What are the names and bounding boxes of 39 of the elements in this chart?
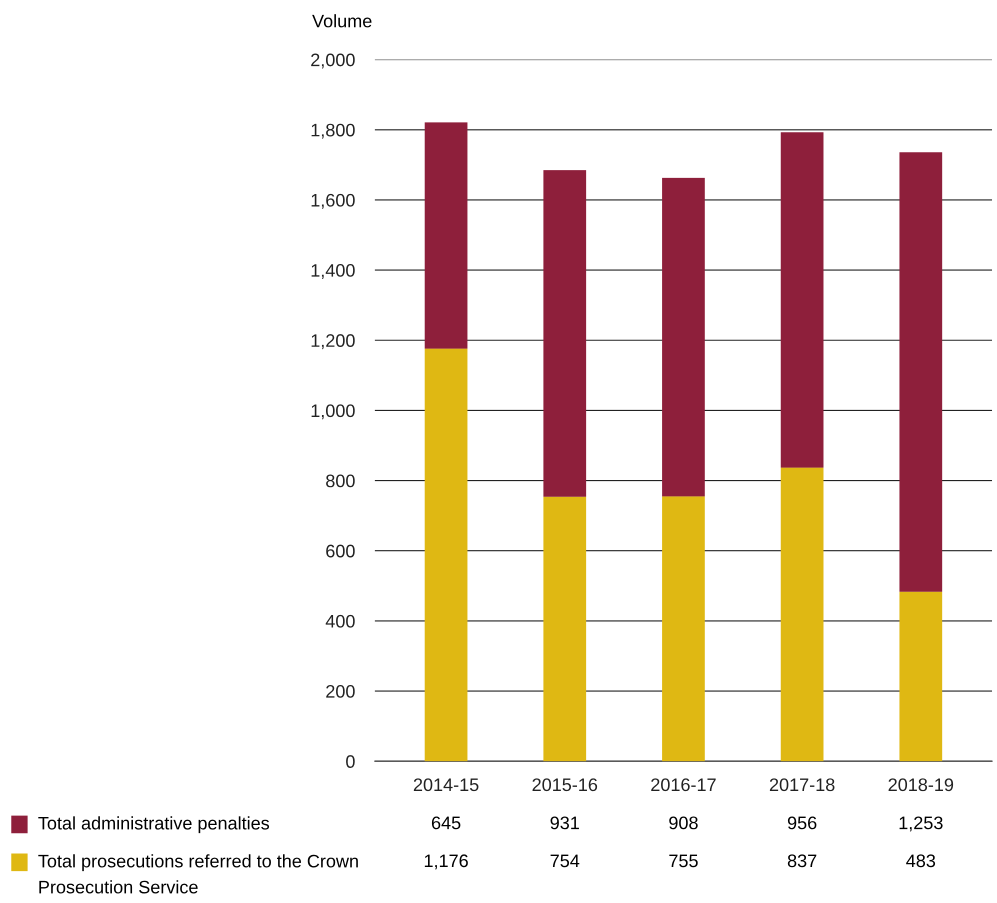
bar — [424, 122, 468, 349]
bar — [424, 348, 468, 762]
x-tick-label: 2014-15 — [414, 778, 478, 792]
bar — [780, 132, 824, 468]
y-tick-label: 1,800 — [312, 124, 355, 139]
bar — [899, 592, 942, 762]
legend-label: Total prosecutions referred to the Crown Prosecution Service — [38, 854, 358, 894]
x-tick-label: 2018-19 — [888, 778, 954, 792]
y-tick-label: 2,000 — [311, 54, 355, 68]
y-tick-label: 1,600 — [312, 194, 355, 209]
data-label: 931 — [550, 816, 579, 830]
data-label: 908 — [669, 816, 698, 830]
y-tick-label: 1,000 — [312, 404, 355, 420]
y-tick-label: 1,200 — [312, 334, 355, 350]
data-label: 755 — [669, 854, 698, 868]
data-label: 1,253 — [900, 816, 943, 832]
data-label: 754 — [550, 854, 580, 868]
x-tick-label: 2015-16 — [532, 778, 598, 792]
data-label: 1,176 — [424, 854, 468, 870]
y-axis-title: Volume — [312, 14, 372, 28]
legend-label: Total administrative penalties — [38, 816, 270, 834]
bar — [899, 152, 942, 592]
x-tick-label: 2017-18 — [770, 778, 834, 792]
bar — [662, 178, 705, 496]
bar — [543, 496, 586, 762]
y-tick-label: 400 — [326, 614, 355, 628]
bar — [780, 468, 824, 762]
data-label: 956 — [788, 816, 816, 830]
x-tick-label: 2016-17 — [651, 778, 716, 792]
y-tick-label: 1,400 — [312, 264, 355, 279]
data-label: 483 — [906, 854, 936, 868]
y-tick-label: 600 — [326, 544, 355, 558]
bar — [662, 496, 705, 762]
y-tick-label: 800 — [326, 474, 355, 488]
y-tick-label: 200 — [326, 685, 355, 698]
bar — [543, 170, 586, 497]
y-tick-label: 0 — [346, 755, 355, 768]
data-label: 645 — [432, 816, 460, 830]
data-label: 837 — [788, 854, 816, 868]
